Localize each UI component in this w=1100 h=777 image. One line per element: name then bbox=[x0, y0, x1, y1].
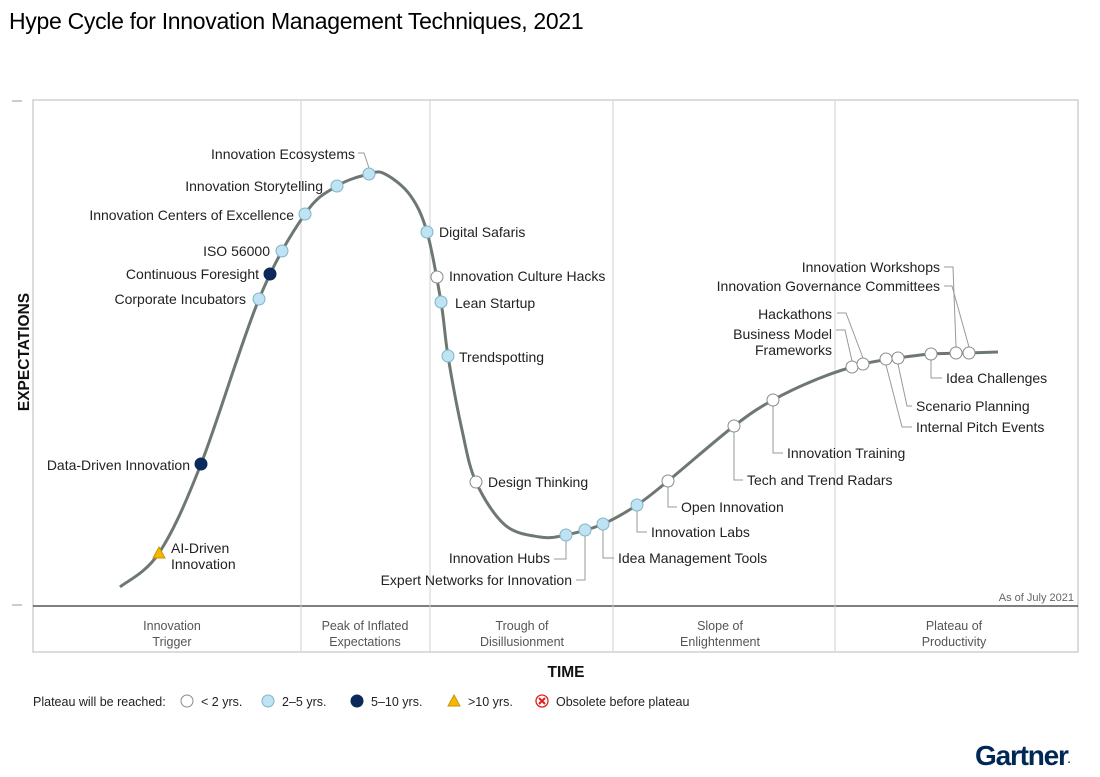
chart-title: Hype Cycle for Innovation Management Tec… bbox=[9, 8, 584, 34]
phase-label: Innovation Trigger bbox=[143, 619, 201, 649]
hype-curve bbox=[119, 170, 999, 589]
data-point-label: Continuous Foresight bbox=[126, 266, 259, 282]
data-point-label: Idea Management Tools bbox=[618, 550, 767, 566]
data-point-marker bbox=[441, 349, 455, 363]
data-point-label: Innovation Labs bbox=[651, 524, 750, 540]
leader-line bbox=[772, 406, 783, 454]
data-point-label: Innovation Training bbox=[787, 445, 905, 461]
legend-label: Obsolete before plateau bbox=[556, 695, 689, 709]
data-point-marker bbox=[856, 357, 870, 371]
data-point-marker bbox=[766, 393, 780, 407]
legend-label: < 2 yrs. bbox=[201, 695, 242, 709]
leader-line bbox=[733, 432, 743, 481]
data-point-marker bbox=[194, 457, 208, 471]
as-of-date: As of July 2021 bbox=[999, 592, 1074, 604]
leader-line bbox=[897, 363, 912, 407]
data-point-marker bbox=[949, 346, 963, 360]
leader-line bbox=[358, 152, 370, 169]
data-point-marker bbox=[630, 498, 644, 512]
data-point-label: Internal Pitch Events bbox=[916, 419, 1044, 435]
leader-line bbox=[602, 530, 614, 559]
legend-marker-lt2 bbox=[180, 694, 194, 708]
data-point-label: Innovation Hubs bbox=[449, 550, 550, 566]
legend-title: Plateau will be reached: bbox=[33, 695, 166, 709]
leader-line bbox=[944, 285, 970, 348]
leader-line bbox=[636, 511, 647, 533]
y-axis-label: EXPECTATIONS bbox=[16, 293, 33, 411]
phase-label: Trough of Disillusionment bbox=[480, 619, 565, 649]
data-point-marker bbox=[420, 225, 434, 239]
data-point-marker bbox=[962, 346, 976, 360]
legend-label: >10 yrs. bbox=[468, 695, 513, 709]
data-point-label: ISO 56000 bbox=[203, 243, 270, 259]
data-point-marker bbox=[298, 207, 312, 221]
data-point-label: Digital Safaris bbox=[439, 224, 525, 240]
data-point-marker bbox=[559, 528, 573, 542]
legend-marker-gt10 bbox=[447, 693, 461, 707]
legend-marker-2to5 bbox=[261, 694, 275, 708]
data-point-label: Innovation Workshops bbox=[802, 259, 940, 275]
data-point-marker bbox=[275, 244, 289, 258]
data-point-marker bbox=[152, 545, 166, 559]
leader-line bbox=[944, 266, 957, 348]
data-point-label: Design Thinking bbox=[488, 474, 588, 490]
data-point-marker bbox=[252, 292, 266, 306]
data-point-marker bbox=[727, 419, 741, 433]
legend-label: 5–10 yrs. bbox=[371, 695, 422, 709]
data-point-marker bbox=[430, 270, 444, 284]
legend-marker-5to10 bbox=[350, 694, 364, 708]
plot-frame bbox=[12, 99, 1079, 653]
data-point-label: Innovation Governance Committees bbox=[717, 278, 940, 294]
data-point-marker bbox=[845, 360, 859, 374]
data-point-marker bbox=[362, 167, 376, 181]
data-point-marker bbox=[263, 267, 277, 281]
leader-line bbox=[837, 312, 864, 359]
data-point-label: Hackathons bbox=[758, 306, 832, 322]
data-point-label: Expert Networks for Innovation bbox=[381, 572, 572, 588]
leader-line bbox=[576, 536, 586, 581]
data-point-label: Tech and Trend Radars bbox=[747, 472, 893, 488]
data-point-label: AI-Driven Innovation bbox=[171, 540, 236, 572]
data-point-marker bbox=[924, 347, 938, 361]
data-point-label: Corporate Incubators bbox=[114, 291, 246, 307]
data-point-label: Idea Challenges bbox=[946, 370, 1047, 386]
data-point-marker bbox=[661, 474, 675, 488]
data-point-label: Lean Startup bbox=[455, 295, 535, 311]
data-point-label: Business Model Frameworks bbox=[733, 326, 832, 358]
data-point-marker bbox=[434, 295, 448, 309]
data-point-label: Innovation Ecosystems bbox=[211, 146, 355, 162]
data-point-label: Trendspotting bbox=[459, 349, 544, 365]
data-point-marker bbox=[469, 475, 483, 489]
gartner-logo: Gartner. bbox=[975, 740, 1071, 771]
data-point-label: Innovation Centers of Excellence bbox=[89, 207, 294, 223]
data-point-marker bbox=[330, 179, 344, 193]
data-point-label: Innovation Storytelling bbox=[185, 178, 323, 194]
data-point-marker bbox=[596, 517, 610, 531]
data-point-marker bbox=[578, 523, 592, 537]
legend-marker-obsolete bbox=[535, 694, 549, 708]
legend-label: 2–5 yrs. bbox=[282, 695, 326, 709]
data-point-label: Scenario Planning bbox=[916, 398, 1030, 414]
data-point-marker bbox=[879, 352, 893, 366]
data-point-marker bbox=[891, 351, 905, 365]
leader-line bbox=[836, 329, 853, 362]
leader-line bbox=[885, 364, 912, 428]
data-point-label: Open Innovation bbox=[681, 499, 784, 515]
data-point-label: Innovation Culture Hacks bbox=[449, 268, 605, 284]
leader-line bbox=[667, 487, 677, 508]
phase-label: Plateau of Productivity bbox=[922, 619, 987, 649]
phase-label: Slope of Enlightenment bbox=[680, 619, 760, 649]
leader-line bbox=[930, 360, 942, 379]
phase-label: Peak of Inflated Expectations bbox=[322, 619, 409, 649]
leader-line bbox=[554, 541, 567, 560]
x-axis-label: TIME bbox=[547, 664, 584, 681]
data-point-label: Data-Driven Innovation bbox=[47, 457, 190, 473]
